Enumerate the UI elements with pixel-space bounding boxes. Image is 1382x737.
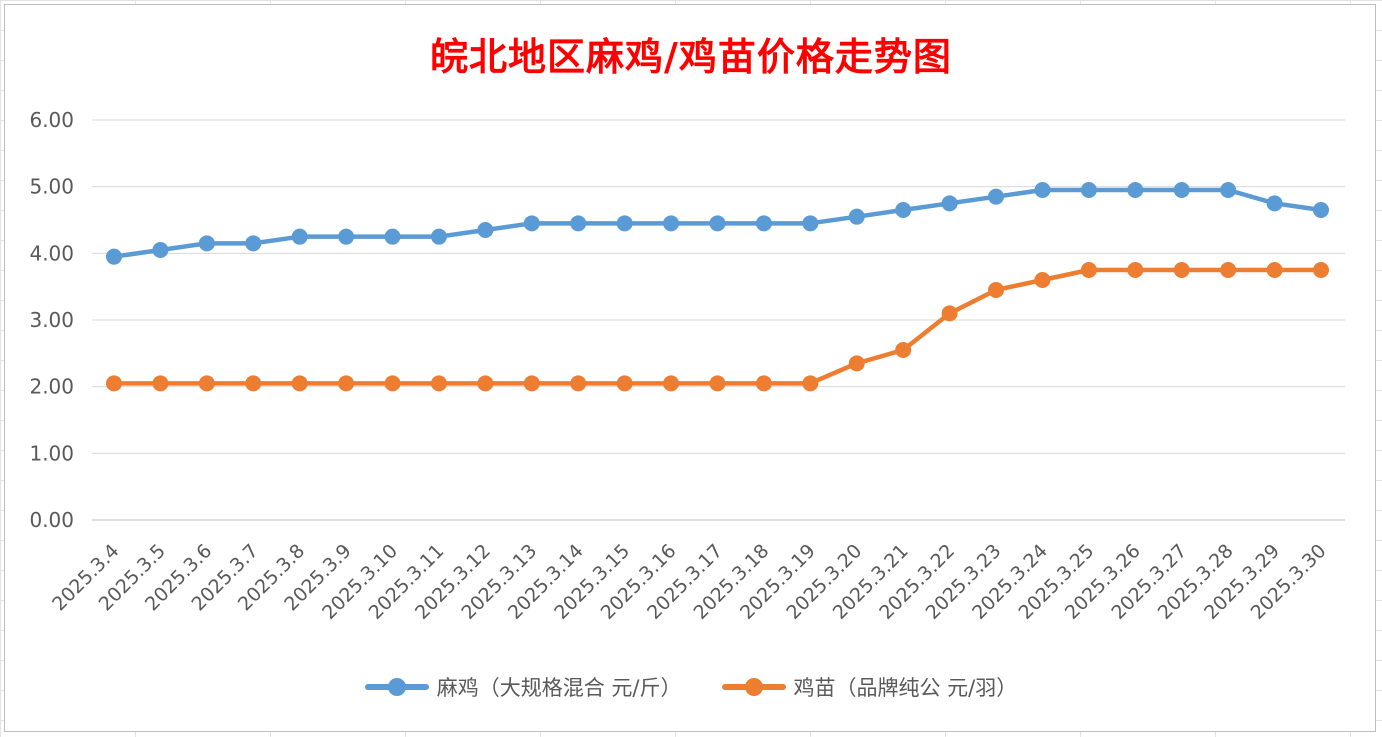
series-1-point <box>245 235 262 252</box>
series-2-point <box>1313 262 1329 278</box>
series-1-point <box>709 215 726 232</box>
series-2-point <box>941 305 958 322</box>
series-2-point <box>430 375 447 392</box>
series-2-point <box>1220 262 1237 278</box>
series-2-point <box>570 375 587 392</box>
series-2-point <box>384 375 401 392</box>
series-2-point <box>663 375 680 392</box>
series-2-point <box>152 375 169 392</box>
legend-item-series-1[interactable]: 麻鸡（大规格混合 元/斤） <box>364 672 682 702</box>
series-2-point <box>1034 272 1051 288</box>
series-2-point <box>802 375 819 392</box>
series-1-point <box>1034 182 1051 198</box>
series-1-point <box>1220 182 1237 198</box>
series-2-point <box>1127 262 1144 278</box>
y-tick-label: 6.00 <box>29 108 74 132</box>
series-2-line <box>111 267 1324 386</box>
series-1-point <box>1173 182 1190 198</box>
series-1-point <box>570 215 587 232</box>
chart-legend: 麻鸡（大规格混合 元/斤） 鸡苗（品牌纯公 元/羽） <box>0 672 1382 702</box>
series-1-point <box>802 215 819 232</box>
series-2-point <box>1080 262 1097 278</box>
y-tick-label: 0.00 <box>29 508 74 532</box>
legend-swatch-series-2-icon <box>721 678 786 696</box>
series-1-point <box>152 242 169 258</box>
y-tick-label: 1.00 <box>29 441 74 465</box>
y-tick-label: 3.00 <box>29 308 74 332</box>
series-1-point <box>477 222 494 238</box>
series-1-point <box>291 228 308 245</box>
series-1-point <box>1313 202 1329 218</box>
series-2-point <box>291 375 308 392</box>
y-tick-label: 2.00 <box>29 375 74 399</box>
chart-title: 皖北地区麻鸡/鸡苗价格走势图 <box>430 34 952 79</box>
series-2-point <box>245 375 262 392</box>
y-tick-label: 5.00 <box>29 175 74 199</box>
y-tick-label: 4.00 <box>29 241 74 265</box>
series-2-point <box>106 375 122 392</box>
series-2-point <box>988 282 1005 298</box>
legend-swatch-series-1-icon <box>364 678 429 696</box>
series-1-point <box>384 228 401 245</box>
series-1-point <box>1080 182 1097 198</box>
chart-container[interactable] <box>4 4 1376 732</box>
legend-item-series-2[interactable]: 鸡苗（品牌纯公 元/羽） <box>721 672 1018 702</box>
series-2-point <box>709 375 726 392</box>
series-1-point <box>523 215 540 232</box>
series-2-point <box>848 355 865 372</box>
series-2-point <box>755 375 772 392</box>
series-1-point <box>988 188 1005 205</box>
series-2-point <box>477 375 494 392</box>
series-1-point <box>848 208 865 225</box>
series-1-point <box>616 215 633 232</box>
series-1-point <box>663 215 680 232</box>
series-1-point <box>430 228 447 245</box>
series-2-point <box>1266 262 1283 278</box>
series-2-point <box>198 375 215 392</box>
series-2-point <box>1173 262 1190 278</box>
series-2-point <box>895 342 912 358</box>
legend-label-series-2: 鸡苗（品牌纯公 元/羽） <box>793 676 1018 700</box>
series-2-point <box>523 375 540 392</box>
series-1-point <box>941 195 958 212</box>
series-1-point <box>1266 195 1283 212</box>
series-1-point <box>198 235 215 252</box>
series-1-point <box>755 215 772 232</box>
series-1-point <box>338 228 355 245</box>
legend-label-series-1: 麻鸡（大规格混合 元/斤） <box>436 676 682 700</box>
series-2-point <box>616 375 633 392</box>
series-2-point <box>338 375 355 392</box>
series-1-point <box>895 202 912 218</box>
series-1-point <box>106 248 122 265</box>
series-1-point <box>1127 182 1144 198</box>
